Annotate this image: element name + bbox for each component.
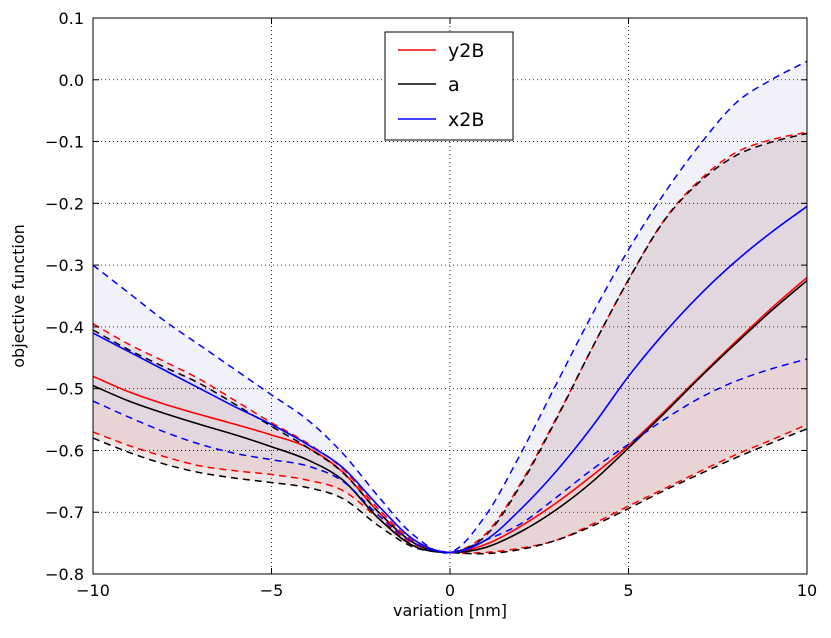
y-tick-label: 0.1 <box>59 9 84 28</box>
legend-label-y2b: y2B <box>448 40 484 62</box>
series-x2b-lower <box>92 358 808 554</box>
legend: y2B a x2B <box>384 31 514 141</box>
y-tick-label: −0.3 <box>45 256 84 275</box>
x-tick-label: 10 <box>797 581 817 600</box>
y-tick-label: −0.5 <box>45 380 84 399</box>
x-tick-label: 0 <box>445 581 455 600</box>
x-tick-label: −5 <box>260 581 284 600</box>
y-tick-label: 0.0 <box>59 71 84 90</box>
x-axis-label: variation [nm] <box>393 601 507 620</box>
y-axis-label: objective function <box>9 224 28 368</box>
legend-label-a: a <box>448 74 460 96</box>
y-tick-label: −0.6 <box>45 441 84 460</box>
y-tick-label: −0.2 <box>45 194 84 213</box>
x-tick-label: −10 <box>76 581 110 600</box>
y-tick-label: −0.4 <box>45 318 84 337</box>
series-a-lower <box>92 428 808 555</box>
series-a-upper <box>92 132 808 554</box>
y-tick-label: −0.7 <box>45 503 84 522</box>
y-tick-label: −0.8 <box>45 565 84 584</box>
legend-label-x2b: x2B <box>448 109 484 131</box>
series-x2b-line <box>92 205 808 554</box>
x-tick-label: 5 <box>623 581 633 600</box>
y-tick-label: −0.1 <box>45 133 84 152</box>
axis-ticks: −10 −5 0 5 10 −0.8 −0.7 −0.6 −0.5 −0.4 −0.3 −0.2 −0.… <box>45 9 817 600</box>
series-lines <box>92 60 808 555</box>
series-x2b-upper <box>92 60 808 554</box>
